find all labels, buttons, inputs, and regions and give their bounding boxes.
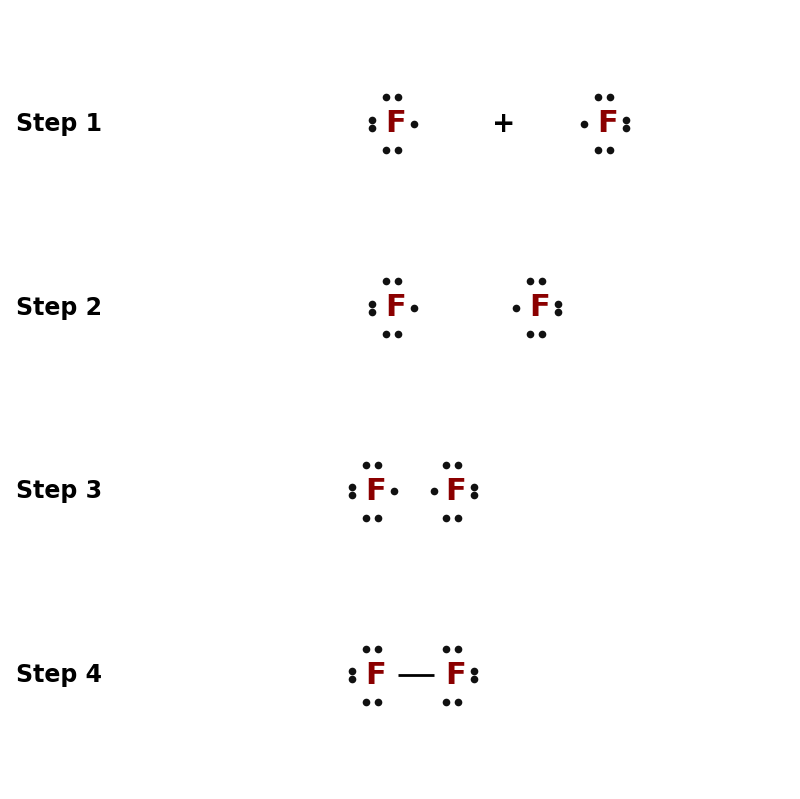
Text: F: F — [386, 109, 406, 138]
Text: F: F — [366, 661, 386, 690]
Text: F: F — [446, 477, 466, 506]
Text: F: F — [530, 293, 550, 322]
Text: F: F — [446, 661, 466, 690]
Text: Step 1: Step 1 — [16, 112, 102, 136]
Text: +: + — [492, 109, 516, 138]
Text: F: F — [366, 477, 386, 506]
Text: F: F — [598, 109, 618, 138]
Text: Step 2: Step 2 — [16, 296, 102, 320]
Text: F: F — [386, 293, 406, 322]
Text: Step 4: Step 4 — [16, 663, 102, 687]
Text: Step 3: Step 3 — [16, 479, 102, 503]
